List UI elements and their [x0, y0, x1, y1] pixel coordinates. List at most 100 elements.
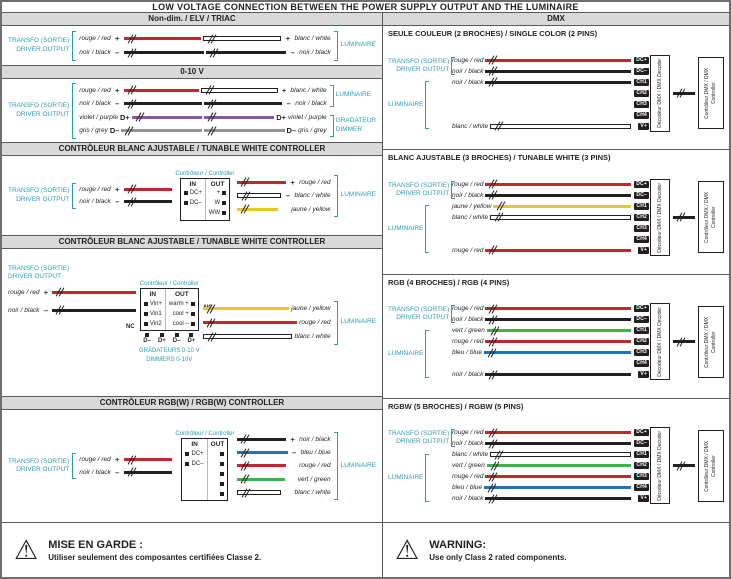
- controller-in-column: IN DC+ DC–: [181, 178, 206, 220]
- warning-text-block: WARNING: Use only Class 2 rated componen…: [429, 539, 566, 562]
- section-rgbw-controller: CONTRÔLEUR RGB(W) / RGB(W) CONTROLLER TR…: [2, 396, 382, 522]
- wire: [202, 36, 282, 41]
- wire-row: rouge / red: [388, 179, 632, 190]
- controller-box: Contrôleur / Controller IN Vin+ Vin1 Vin…: [126, 281, 213, 363]
- wire-label: rouge / red: [8, 288, 40, 296]
- luminaire-label: LUMINAIRE: [388, 473, 424, 481]
- terminal-square: [222, 211, 227, 215]
- wire-row: – blanc / white: [237, 190, 331, 202]
- wire-rows: rouge / red + noir / black –: [79, 453, 173, 479]
- wire-label: violet / purple: [288, 113, 327, 121]
- wire-row: rouge / red +: [79, 454, 173, 466]
- driver-output-group: TRANSFO (SORTIE) DRIVER OUTPUT: [388, 55, 456, 77]
- dmx-cable: [673, 215, 695, 219]
- terminal: DC–: [185, 459, 204, 468]
- wire-rows: rouge / red + + blanc / white noir / bla…: [79, 31, 330, 61]
- luminaire-label: LUMINAIRE: [340, 461, 376, 469]
- wire-label: rouge / red: [79, 185, 111, 193]
- bracket: [451, 180, 456, 199]
- dmx-section-title: RGBW (5 BROCHES) / RGBW (5 PINS): [388, 401, 524, 411]
- wire: [484, 351, 632, 355]
- terminal-square: [185, 451, 190, 456]
- wire-row: jaune / yellow: [202, 303, 331, 315]
- warning-bar: ⚠ MISE EN GARDE : Utiliser seulement des…: [2, 522, 729, 577]
- warning-text-block: MISE EN GARDE : Utiliser seulement des c…: [48, 539, 261, 562]
- terminal: [211, 459, 225, 468]
- wire: [123, 51, 204, 54]
- wire: [485, 340, 632, 344]
- dmx-decoder-box: DC+ DC– CH1 CH2 CH3 CH4 V+ Décodeur DMX …: [634, 178, 670, 256]
- dmx-section-rgb: RGB (4 BROCHES) / RGB (4 PINS) TRANSFO (…: [383, 273, 729, 398]
- terminal: cool –: [169, 319, 195, 328]
- section-header: Non-dim. / ELV / TRIAC: [2, 12, 382, 26]
- wire-label: noir / black: [452, 495, 484, 503]
- wire: [123, 470, 173, 474]
- wire-row: jaune / yellow: [388, 201, 632, 212]
- wire-label: blanc / white: [294, 35, 331, 42]
- diagram: TRANSFO (SORTIE) DRIVER OUTPUT rouge / r…: [2, 79, 382, 142]
- wire-row: + rouge / red: [237, 176, 331, 188]
- wire-row: rouge / red +: [8, 286, 137, 298]
- terminal-square: [220, 451, 225, 456]
- wire-row: vert / green: [388, 460, 632, 471]
- right-groups: LUMINAIRE GRADATEUR DIMMER: [329, 81, 376, 141]
- terminal-square: [189, 333, 194, 338]
- wire: [485, 193, 632, 197]
- dmx-column: DMX SEULE COULEUR (2 BROCHES) / SINGLE C…: [383, 12, 729, 522]
- terminal: DC+: [185, 449, 204, 458]
- wire-row: gris / grey D– D– gris / grey: [79, 125, 326, 137]
- driver-output-label: TRANSFO (SORTIE) DRIVER OUTPUT: [388, 430, 450, 446]
- wire: [485, 318, 632, 322]
- warning-body: Use only Class 2 rated components.: [429, 552, 567, 562]
- controller-box-title: Contrôleur / Controller: [175, 431, 235, 437]
- warning-body: Utiliser seulement des composantes certi…: [48, 552, 262, 562]
- wire-label: rouge / red: [452, 429, 484, 437]
- wire: [123, 187, 173, 191]
- wire-row: noir / black –: [79, 196, 173, 208]
- luminaire-label: LUMINAIRE: [340, 191, 376, 199]
- wire-label: noir / black: [79, 468, 111, 476]
- wire-label: rouge / red: [452, 338, 484, 346]
- terminal: Vin1: [143, 309, 162, 318]
- decoder-terminal: CH1: [634, 202, 649, 210]
- bracket: [333, 432, 338, 500]
- dimmer-group: GRADATEUR DIMMER: [329, 111, 376, 141]
- polarity-label: –: [292, 448, 297, 458]
- diagram: TRANSFO (SORTIE) DRIVER OUTPUT rouge / r…: [2, 26, 382, 65]
- wire-label: blanc / white: [452, 122, 489, 130]
- decoder-terminal: CH4: [634, 111, 649, 119]
- bracket: [451, 429, 456, 448]
- dimmer-terminals: D– D+ D– D+: [141, 331, 197, 344]
- wire-row: noir / black: [388, 66, 632, 77]
- decoder-terminal: CH3: [634, 100, 649, 108]
- wire-label: rouge / red: [452, 180, 484, 188]
- warning-icon: ⚠: [14, 534, 39, 565]
- polarity-label: –: [115, 99, 120, 109]
- terminal-square: [190, 311, 195, 316]
- wire: [484, 486, 632, 490]
- terminal: [211, 479, 225, 488]
- polarity-label: D+: [276, 112, 287, 122]
- wire-label: noir / black: [452, 440, 484, 448]
- terminal-square: [145, 333, 150, 338]
- decoder-terminal: CH1: [634, 327, 649, 335]
- terminal: cool +: [169, 309, 195, 318]
- wire-label: blanc / white: [452, 451, 489, 459]
- wire-label: bleu / blue: [300, 449, 331, 457]
- dmx-controller-label: Contrôleur DMX / DMX Controller: [704, 440, 717, 492]
- wire-row: noir / black: [388, 314, 632, 325]
- wire-label: rouge / red: [79, 86, 111, 94]
- wire-label: blanc / white: [290, 86, 327, 94]
- terminal-square: [174, 333, 179, 338]
- wire-label: vert / green: [452, 327, 485, 335]
- polarity-label: –: [285, 191, 291, 200]
- wire-rows: rouge / red + + blanc / white noir / bla…: [79, 83, 326, 139]
- decoder-terminal: DC–: [634, 191, 649, 199]
- dmx-cable: [673, 464, 695, 468]
- dmx-decoder-box: DC+ DC– CH1 CH2 CH3 CH4 V+ Décodeur DMX …: [634, 303, 670, 381]
- terminal: WW: [209, 209, 227, 218]
- terminal-square: [159, 333, 164, 338]
- terminal-square: [143, 311, 148, 316]
- wire-row: noir / black: [388, 438, 632, 449]
